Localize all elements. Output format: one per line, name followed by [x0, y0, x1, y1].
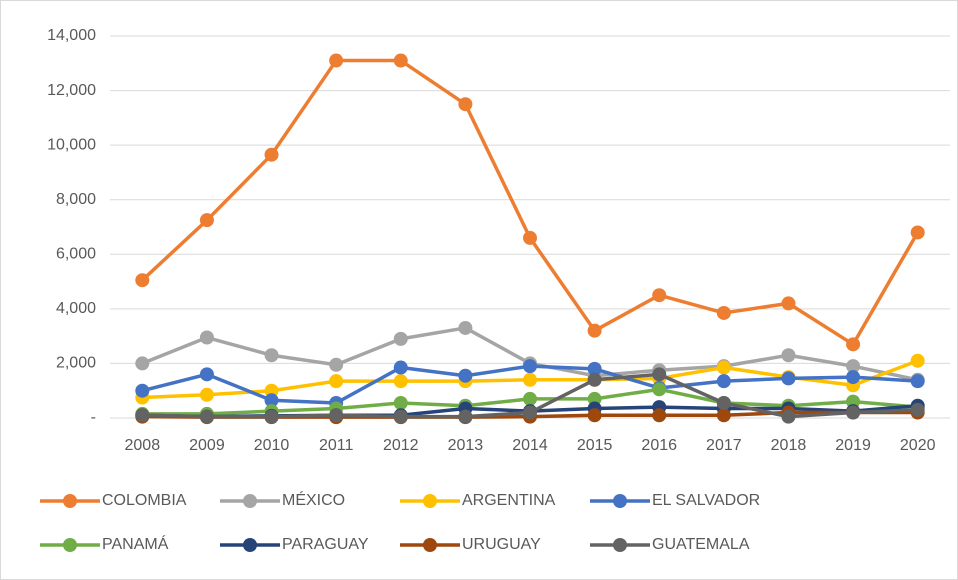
- series-marker: [652, 382, 667, 397]
- legend-marker: [423, 538, 437, 552]
- x-tick-label: 2010: [254, 437, 290, 454]
- series-marker: [393, 53, 408, 68]
- series-marker: [329, 53, 344, 68]
- legend-label: ARGENTINA: [462, 492, 556, 509]
- x-tick-label: 2013: [448, 437, 484, 454]
- series-marker: [523, 359, 537, 374]
- series-marker: [587, 372, 602, 387]
- series-marker: [781, 371, 796, 386]
- series-marker: [652, 408, 667, 423]
- series-marker: [652, 288, 667, 303]
- legend-label: COLOMBIA: [102, 492, 187, 509]
- series-marker: [523, 405, 537, 420]
- series-marker: [587, 323, 602, 338]
- series-marker: [910, 402, 925, 417]
- series-marker: [135, 383, 150, 398]
- y-tick-label: 2,000: [56, 355, 96, 372]
- series-marker: [135, 408, 150, 423]
- legend-marker: [613, 538, 627, 552]
- x-tick-label: 2009: [189, 437, 225, 454]
- legend-label: MÉXICO: [282, 490, 345, 509]
- series-marker: [393, 360, 408, 375]
- y-tick-label: 10,000: [47, 136, 96, 153]
- series-marker: [716, 408, 731, 423]
- series-marker: [523, 372, 537, 387]
- series-marker: [393, 374, 408, 389]
- legend-marker: [613, 494, 627, 508]
- series-marker: [329, 357, 344, 372]
- series-marker: [329, 374, 344, 389]
- series-marker: [652, 367, 667, 382]
- series-marker: [716, 305, 731, 320]
- series-marker: [393, 331, 408, 346]
- series-marker: [587, 408, 602, 423]
- series-marker: [199, 409, 214, 424]
- series-marker: [199, 213, 214, 228]
- legend-label: URUGUAY: [462, 536, 541, 553]
- legend-marker: [63, 538, 77, 552]
- series-marker: [264, 147, 279, 162]
- series-marker: [264, 409, 279, 424]
- legend-label: EL SALVADOR: [652, 492, 760, 509]
- series-marker: [264, 348, 279, 363]
- series-marker: [199, 330, 214, 345]
- series-marker: [523, 391, 537, 406]
- y-tick-label: 8,000: [56, 191, 96, 208]
- legend-label: PARAGUAY: [282, 536, 369, 553]
- series-marker: [393, 409, 408, 424]
- series-marker: [910, 225, 925, 240]
- legend-label: GUATEMALA: [652, 536, 750, 553]
- x-tick-label: 2020: [900, 437, 936, 454]
- legend-marker: [63, 494, 77, 508]
- series-marker: [264, 393, 279, 408]
- series-marker: [781, 348, 796, 363]
- series-marker: [523, 230, 537, 245]
- x-tick-label: 2016: [641, 437, 677, 454]
- legend-marker: [243, 538, 257, 552]
- series-marker: [781, 296, 796, 311]
- series-marker: [458, 409, 473, 424]
- series-marker: [458, 368, 473, 383]
- x-tick-label: 2011: [319, 437, 354, 454]
- series-marker: [781, 409, 796, 424]
- x-tick-label: 2017: [706, 437, 742, 454]
- y-tick-label: -: [91, 409, 96, 426]
- y-tick-label: 4,000: [56, 300, 96, 317]
- y-tick-label: 12,000: [47, 82, 96, 99]
- legend-marker: [423, 494, 437, 508]
- series-marker: [846, 370, 861, 385]
- legend-label: PANAMÁ: [102, 534, 169, 553]
- x-tick-label: 2012: [383, 437, 419, 454]
- legend-marker: [243, 494, 257, 508]
- x-tick-label: 2018: [771, 437, 807, 454]
- series-marker: [135, 356, 150, 371]
- series-marker: [135, 273, 150, 288]
- series-marker: [846, 337, 861, 352]
- series-marker: [716, 395, 731, 410]
- series-marker: [716, 374, 731, 389]
- x-tick-label: 2008: [125, 437, 161, 454]
- series-marker: [587, 361, 602, 376]
- series-marker: [199, 367, 214, 382]
- y-tick-label: 6,000: [56, 246, 96, 263]
- x-tick-label: 2014: [512, 437, 548, 454]
- series-marker: [910, 374, 925, 389]
- series-marker: [846, 405, 861, 420]
- series-marker: [458, 97, 473, 112]
- y-tick-label: 14,000: [47, 27, 96, 44]
- x-tick-label: 2019: [835, 437, 871, 454]
- series-marker: [199, 387, 214, 402]
- x-tick-label: 2015: [577, 437, 613, 454]
- series-marker: [393, 395, 408, 410]
- series-marker: [716, 360, 731, 375]
- series-marker: [329, 408, 344, 423]
- series-marker: [846, 359, 861, 374]
- series-marker: [910, 353, 925, 368]
- series-marker: [458, 320, 473, 335]
